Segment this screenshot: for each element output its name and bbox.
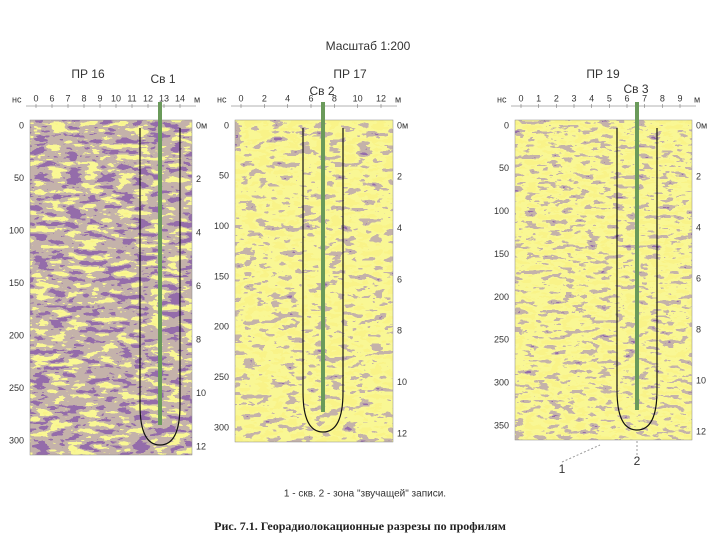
- x-tick-label: 9: [677, 93, 682, 103]
- x-tick-label: 2: [262, 93, 267, 103]
- right-tick-label: 10: [196, 388, 206, 398]
- depth-tick-label: 50: [14, 173, 24, 183]
- x-tick-label: 8: [660, 93, 665, 103]
- sounding-zone: [302, 128, 344, 433]
- right-tick-label: 8: [696, 324, 701, 334]
- x-tick-label: 1: [536, 93, 541, 103]
- depth-tick-label: 250: [9, 383, 24, 393]
- right-tick-label: 4: [696, 222, 701, 232]
- x-unit: м: [194, 94, 200, 104]
- x-tick-label: 7: [65, 93, 70, 103]
- x-tick-label: 8: [332, 93, 337, 103]
- depth-tick-label: 0: [504, 120, 509, 130]
- depth-tick-label: 200: [9, 330, 24, 340]
- x-tick-label: 2: [554, 93, 559, 103]
- depth-unit: нс: [497, 94, 507, 104]
- right-tick-label: 8: [397, 326, 402, 336]
- right-tick-label: 6: [196, 281, 201, 291]
- x-tick-label: 3: [571, 93, 576, 103]
- x-tick-label: 7: [642, 93, 647, 103]
- x-tick-label: 12: [376, 93, 386, 103]
- depth-tick-label: 0: [224, 120, 229, 130]
- depth-unit: нс: [217, 94, 227, 104]
- radargram: [515, 120, 692, 440]
- x-tick-label: 0: [238, 93, 243, 103]
- right-tick-label: 12: [696, 426, 706, 436]
- depth-tick-label: 250: [214, 372, 229, 382]
- depth-tick-label: 0: [19, 120, 24, 130]
- x-tick-label: 10: [353, 93, 363, 103]
- x-tick-label: 4: [589, 93, 594, 103]
- well-label: Св 2: [309, 84, 334, 98]
- right-tick-label: 6: [397, 274, 402, 284]
- panel-title: ПР 16: [71, 67, 105, 81]
- depth-tick-label: 50: [219, 171, 229, 181]
- x-unit: м: [395, 94, 401, 104]
- x-tick-label: 13: [159, 93, 169, 103]
- x-tick-label: 10: [111, 93, 121, 103]
- right-tick-label: 12: [397, 428, 407, 438]
- right-tick-label: 10: [397, 377, 407, 387]
- panel-title: ПР 19: [586, 67, 620, 81]
- right-tick-label: 2: [196, 174, 201, 184]
- depth-unit: нс: [12, 94, 22, 104]
- x-tick-label: 8: [81, 93, 86, 103]
- right-tick-label: 0м: [397, 120, 408, 130]
- depth-tick-label: 50: [499, 163, 509, 173]
- x-tick-label: 11: [127, 93, 136, 103]
- x-unit: м: [694, 94, 700, 104]
- right-tick-label: 6: [696, 273, 701, 283]
- depth-tick-label: 250: [494, 335, 509, 345]
- right-tick-label: 12: [196, 441, 206, 451]
- depth-tick-label: 200: [214, 322, 229, 332]
- radargram: [30, 120, 192, 455]
- depth-tick-label: 300: [214, 422, 229, 432]
- x-tick-label: 14: [175, 93, 185, 103]
- depth-tick-label: 350: [494, 420, 509, 430]
- well-label: Св 1: [150, 72, 175, 86]
- x-tick-label: 6: [624, 93, 629, 103]
- depth-tick-label: 150: [9, 278, 24, 288]
- right-tick-label: 0м: [696, 120, 707, 130]
- sounding-zone: [139, 128, 181, 446]
- right-tick-label: 4: [196, 227, 201, 237]
- depth-tick-label: 300: [9, 435, 24, 445]
- panel-title: ПР 17: [333, 67, 367, 81]
- x-tick-label: 0: [518, 93, 523, 103]
- right-tick-label: 10: [696, 375, 706, 385]
- depth-tick-label: 150: [494, 249, 509, 259]
- radargram: [235, 120, 393, 442]
- right-tick-label: 0м: [196, 120, 207, 130]
- leader-line: [561, 444, 601, 463]
- x-tick-label: 5: [607, 93, 612, 103]
- legend: 1 - скв. 2 - зона "звучащей" записи.: [284, 489, 446, 500]
- well-label: Св 3: [623, 82, 648, 96]
- x-tick-label: 6: [49, 93, 54, 103]
- depth-tick-label: 300: [494, 378, 509, 388]
- marker-label: 2: [634, 454, 641, 468]
- depth-tick-label: 100: [214, 221, 229, 231]
- radargram-frame: [29, 119, 193, 456]
- depth-tick-label: 200: [494, 292, 509, 302]
- right-tick-label: 2: [696, 171, 701, 181]
- x-tick-label: 9: [97, 93, 102, 103]
- x-tick-label: 12: [143, 93, 153, 103]
- x-tick-label: 4: [285, 93, 290, 103]
- depth-tick-label: 100: [494, 206, 509, 216]
- caption: Рис. 7.1. Георадиолокационные разрезы по…: [214, 519, 506, 533]
- right-tick-label: 8: [196, 334, 201, 344]
- depth-tick-label: 100: [9, 225, 24, 235]
- right-tick-label: 2: [397, 172, 402, 182]
- scale-label: Масштаб 1:200: [326, 39, 411, 53]
- radargram-frame: [234, 119, 394, 443]
- radargram-frame: [514, 119, 693, 441]
- depth-tick-label: 150: [214, 271, 229, 281]
- right-tick-label: 4: [397, 223, 402, 233]
- marker-label: 1: [559, 462, 566, 476]
- x-tick-label: 0: [33, 93, 38, 103]
- x-tick-label: 6: [308, 93, 313, 103]
- sounding-zone: [616, 128, 658, 431]
